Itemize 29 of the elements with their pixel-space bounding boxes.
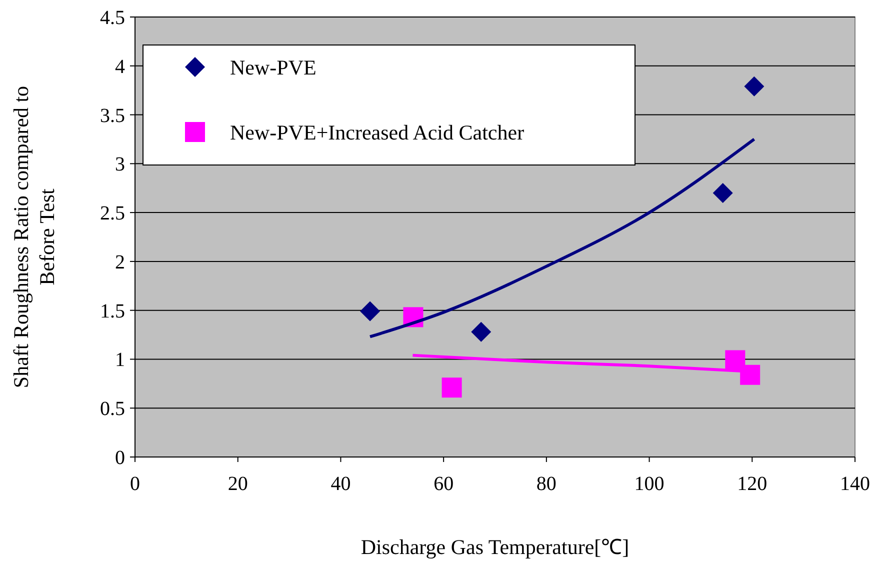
point [360,301,380,322]
legend-label: New-PVE [230,55,316,80]
point [744,76,764,96]
x-axis-title: Discharge Gas Temperature[℃] [360,535,630,559]
x-tick-label: 40 [330,473,351,495]
y-tick-label: 2 [115,251,125,274]
y-tick-label: 2.5 [100,202,125,225]
x-tick-label: 80 [536,473,556,495]
x-tick-label: 100 [634,473,664,495]
y-tick-label: 1 [115,349,125,372]
y-axis-title: Shaft Roughness Ratio compared to Before Test [9,86,59,388]
legend-label: New-PVE+Increased Acid Catcher [230,120,524,144]
point [740,364,760,385]
y-tick-label: 4 [115,56,125,78]
y-tick-label: 1.5 [100,300,125,322]
y-tick-label: 4.5 [100,7,125,29]
point [725,350,746,370]
x-tick-label: 0 [130,473,140,495]
y-tick-label: 3.5 [100,104,125,127]
y-tick-label: 0 [115,447,125,469]
x-tick-label: 120 [737,473,768,495]
x-tick-label: 140 [840,473,870,495]
x-tick-label: 60 [434,473,454,495]
point [712,183,733,203]
y-tick-label: 3 [115,154,125,176]
point [471,322,492,342]
y-tick-label: 0.5 [100,398,125,420]
x-tick-label: 20 [228,473,248,495]
point [442,378,462,398]
